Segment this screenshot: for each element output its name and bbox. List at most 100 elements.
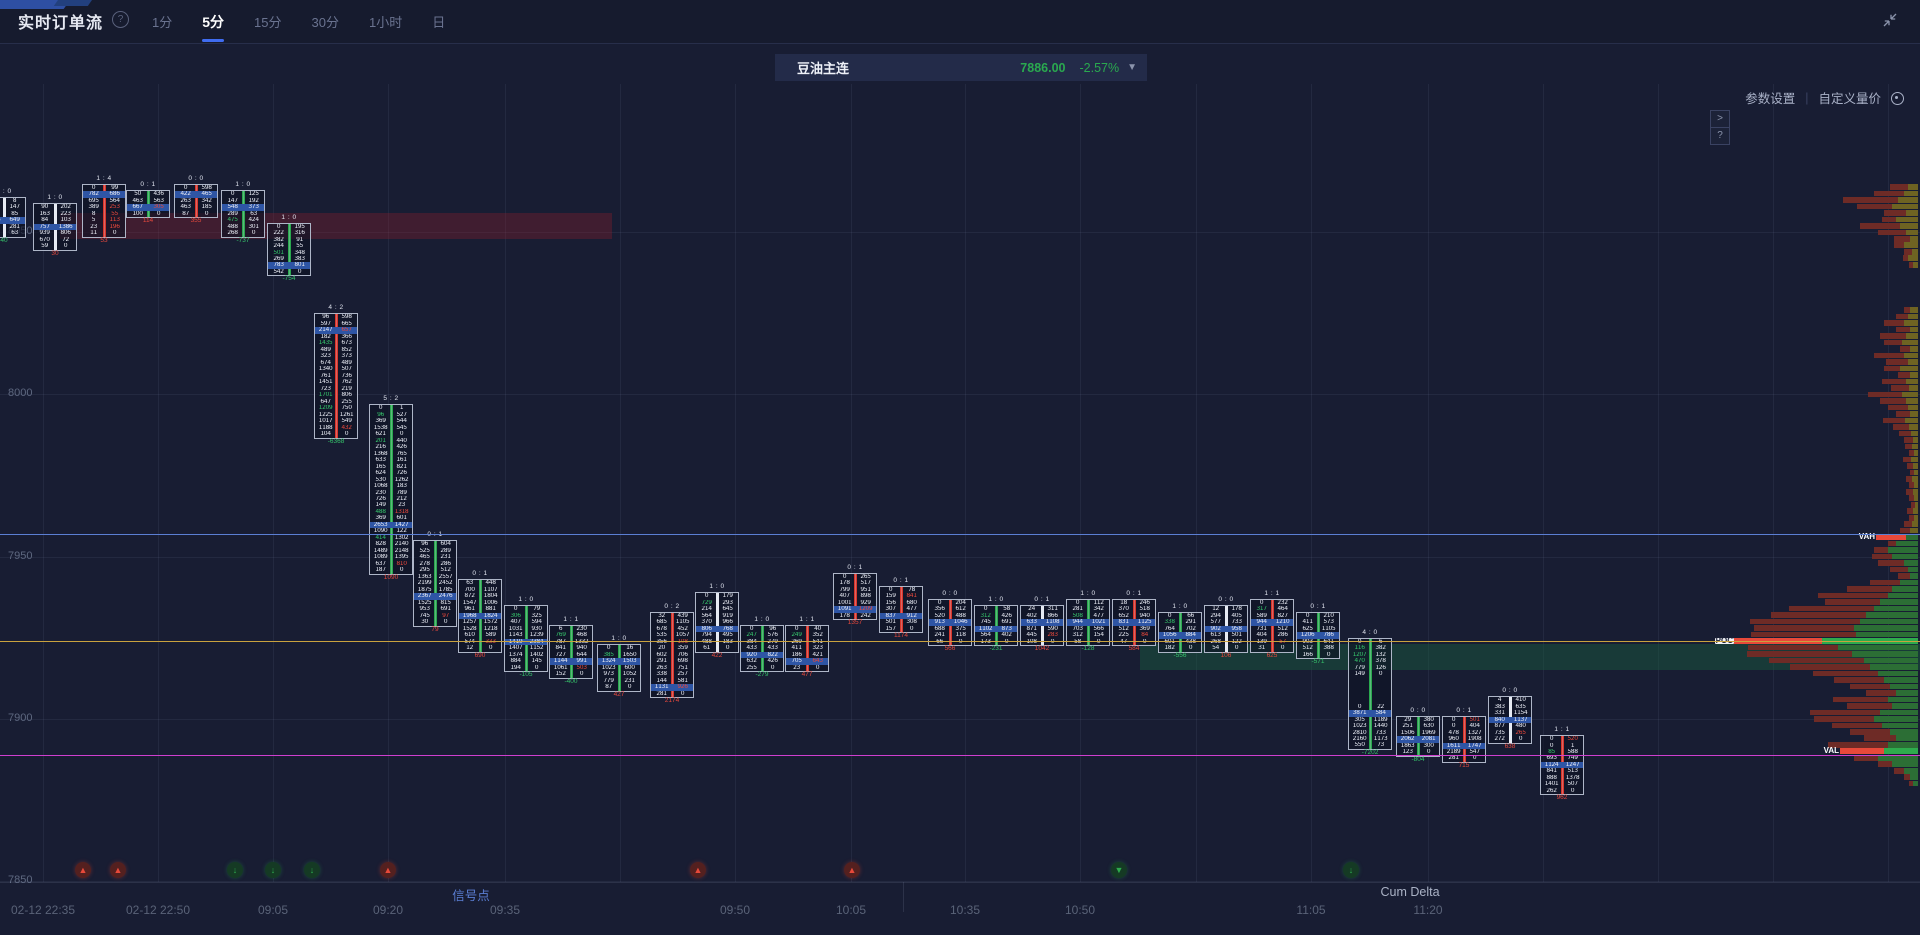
candle-imbalance-header: 1 : 0 (235, 181, 251, 189)
x-axis-label: 09:20 (372, 903, 404, 917)
footprint-candle: 1 : 162307694687871332841940727644114499… (549, 616, 593, 685)
volume-profile-row (1890, 184, 1918, 190)
candle-imbalance-header: 0 : 0 (942, 589, 958, 597)
volume-profile-row (1888, 540, 1918, 547)
val-label: VAL (1823, 746, 1839, 756)
volume-profile-row (1904, 774, 1918, 780)
tab-1分[interactable]: 1分 (152, 15, 173, 30)
volume-profile-row (1894, 235, 1918, 242)
x-gridline (1773, 84, 1774, 882)
candle-delta: -7202 (1361, 749, 1379, 756)
y-gridline (0, 881, 1920, 882)
panel-expand-button[interactable]: > (1710, 110, 1730, 128)
footprint-candle: 1 : 0 0 125 147 192 548 373 289 63 475 424 488 301 26… (221, 181, 265, 244)
volume-profile-row (1886, 359, 1918, 365)
chevron-down-icon: ▼ (1127, 62, 1137, 73)
poc-line (0, 640, 1920, 642)
x-gridline (1311, 84, 1312, 882)
footprint-candle: 1 : 0 0 179 729 293 214 645 564 919 370 966 806 768 7… (695, 583, 739, 659)
volume-profile-row (1907, 463, 1918, 469)
help-icon[interactable]: ? (112, 11, 129, 28)
x-axis-label: 11:20 (1413, 903, 1443, 917)
tab-5分[interactable]: 5分 (200, 8, 226, 42)
candle-imbalance-header: 1 : 0 (754, 615, 770, 623)
volume-profile-row (1748, 644, 1918, 651)
candle-imbalance-header: 1 : 1 (1554, 726, 1570, 734)
volume-profile-row (1893, 424, 1918, 430)
volume-profile-row (1880, 398, 1918, 404)
candle-imbalance-header: 4 : 0 (1362, 628, 1378, 636)
param-settings-button[interactable]: 参数设置 (1745, 92, 1796, 106)
signal-marker: ↓ (227, 862, 243, 878)
tab-30分[interactable]: 30分 (311, 15, 339, 30)
volume-profile-row (1909, 780, 1918, 787)
volume-profile-row (1888, 404, 1918, 411)
volume-profile-row (1825, 599, 1918, 605)
volume-profile-row (1884, 210, 1918, 216)
instrument-selector[interactable]: 豆油主连 7886.00 -2.57% ▼ (775, 54, 1147, 81)
tab-15分[interactable]: 15分 (254, 15, 282, 30)
footprint-candle: 1 : 007930632540759410319301143123914192… (504, 596, 548, 678)
candle-imbalance-header: 1 : 0 (518, 596, 534, 604)
candle-imbalance-header: 0 : 1 (893, 576, 909, 584)
corner-ribbon-decoration-2 (53, 0, 92, 6)
x-gridline (735, 84, 736, 882)
volume-profile-row (1903, 255, 1918, 262)
y-axis-label: 8000 (8, 387, 33, 400)
signal-marker: ↓ (304, 862, 320, 878)
volume-profile-row (1883, 417, 1918, 424)
x-gridline (1543, 84, 1544, 882)
volume-profile-row (1882, 378, 1918, 385)
custom-volume-price-button[interactable]: 自定义量价 (1818, 92, 1881, 106)
collapse-icon[interactable] (1882, 12, 1898, 28)
footprint-candle: 0 : 1 50 436 463 563 667 305 100 0 114 (126, 181, 170, 224)
volume-profile-row (1828, 741, 1918, 748)
visibility-toggle-icon[interactable] (1891, 92, 1904, 105)
volume-profile-row (1894, 242, 1918, 249)
candle-delta: 53 (100, 236, 108, 244)
title-bar: 实时订单流 ? 1分 5分 15分 30分 1小时 日 (0, 0, 1920, 44)
volume-profile-row (1896, 326, 1918, 333)
candle-imbalance-header: 1 : 1 (1264, 589, 1280, 597)
y-gridline (0, 394, 1920, 396)
volume-profile-row (1904, 521, 1918, 527)
volume-profile-row (1878, 761, 1918, 768)
candle-imbalance-header: 0 : 0 (1502, 687, 1518, 695)
signal-marker: ▲ (110, 862, 126, 878)
volume-profile-row (1832, 722, 1918, 729)
candle-imbalance-header: 1 : 0 (1172, 602, 1188, 610)
volume-profile-row (1911, 501, 1918, 508)
candle-imbalance-header: 0 : 1 (1034, 596, 1050, 604)
volume-profile-row (1872, 553, 1918, 560)
candle-delta: 30 (51, 249, 59, 257)
x-gridline (851, 84, 852, 882)
footprint-candle: 0 : 102104115736251105120678690364151238… (1296, 603, 1340, 665)
candle-delta: 114 (142, 217, 154, 225)
volume-profile-row (1834, 677, 1918, 683)
x-gridline (1428, 84, 1429, 882)
y-axis-label: 7900 (8, 711, 33, 724)
volume-profile-row (1751, 631, 1918, 638)
volume-profile-row (1854, 754, 1918, 761)
volume-profile-row (1814, 716, 1918, 722)
candle-delta: 1090 (383, 573, 399, 581)
footprint-candle: 1 : 009624757638427943343392082263242625… (740, 616, 784, 678)
panel-help-button[interactable]: ? (1710, 127, 1730, 145)
candle-delta: 79 (431, 625, 439, 633)
x-gridline (1080, 84, 1081, 882)
candle-delta: 477 (801, 671, 813, 679)
x-gridline (1196, 84, 1197, 882)
tab-1小时[interactable]: 1小时 (368, 15, 403, 30)
volume-profile-row (1896, 411, 1918, 417)
volume-profile-row (1818, 592, 1918, 599)
volume-profile-row (1874, 547, 1918, 553)
x-axis-label: 11:05 (1296, 903, 1326, 917)
tab-日[interactable]: 日 (432, 15, 446, 30)
candle-delta: 566 (944, 645, 956, 653)
footprint-candle: 4 : 006116382120713247037877912614900223… (1348, 629, 1392, 756)
x-axis-label: 02-12 22:35 (10, 903, 76, 917)
candle-imbalance-header: 0 : 1 (1456, 706, 1472, 714)
candle-imbalance-header: 1 : 0 (0, 187, 12, 195)
volume-profile-row (1906, 488, 1918, 495)
